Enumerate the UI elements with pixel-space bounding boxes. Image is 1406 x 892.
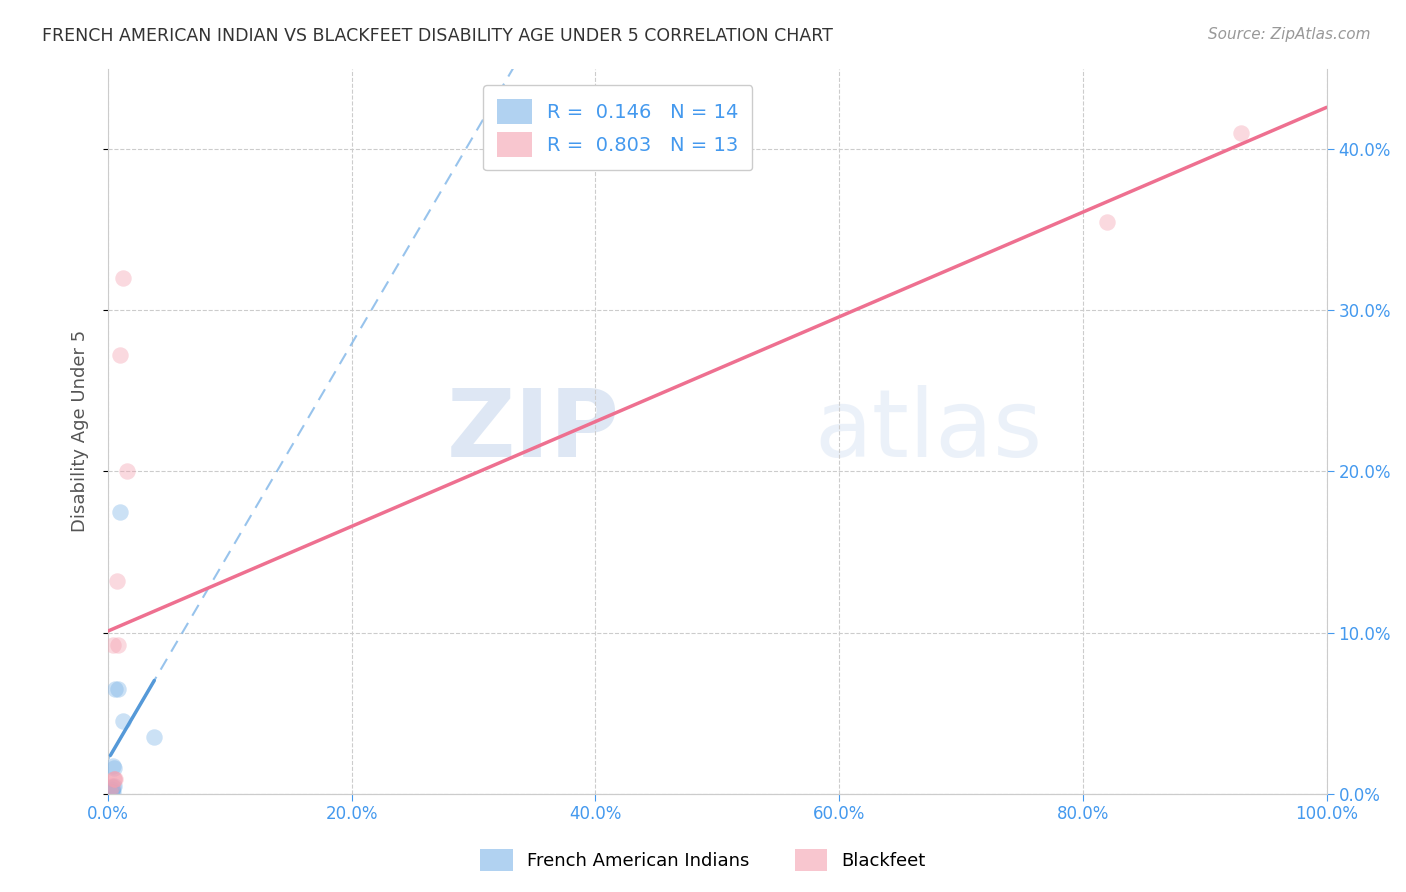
Point: [101, 780, 124, 795]
Point: [103, 772, 125, 787]
Point: [107, 681, 129, 696]
Point: [100, 785, 122, 799]
Point: [111, 271, 134, 285]
Point: [108, 348, 131, 362]
Text: atlas: atlas: [815, 385, 1043, 477]
Text: Source: ZipAtlas.com: Source: ZipAtlas.com: [1208, 27, 1371, 42]
Point: [1097, 214, 1119, 228]
Point: [100, 785, 122, 799]
Point: [101, 639, 124, 653]
Point: [100, 785, 122, 799]
Point: [100, 779, 122, 793]
Legend: French American Indians, Blackfeet: French American Indians, Blackfeet: [472, 842, 934, 879]
Point: [105, 574, 128, 588]
Point: [104, 772, 127, 787]
Point: [1230, 126, 1253, 140]
Point: [107, 639, 129, 653]
Point: [143, 731, 166, 745]
Y-axis label: Disability Age Under 5: Disability Age Under 5: [72, 330, 89, 533]
Point: [103, 761, 125, 775]
Point: [103, 772, 125, 787]
Text: FRENCH AMERICAN INDIAN VS BLACKFEET DISABILITY AGE UNDER 5 CORRELATION CHART: FRENCH AMERICAN INDIAN VS BLACKFEET DISA…: [42, 27, 832, 45]
Point: [101, 785, 124, 799]
Point: [103, 779, 125, 793]
Point: [104, 681, 127, 696]
Point: [100, 781, 122, 796]
Point: [100, 783, 122, 797]
Legend: R =  0.146   N = 14, R =  0.803   N = 13: R = 0.146 N = 14, R = 0.803 N = 13: [484, 86, 752, 170]
Point: [108, 505, 131, 519]
Point: [111, 714, 134, 728]
Point: [117, 464, 139, 478]
Text: ZIP: ZIP: [447, 385, 620, 477]
Point: [101, 759, 124, 773]
